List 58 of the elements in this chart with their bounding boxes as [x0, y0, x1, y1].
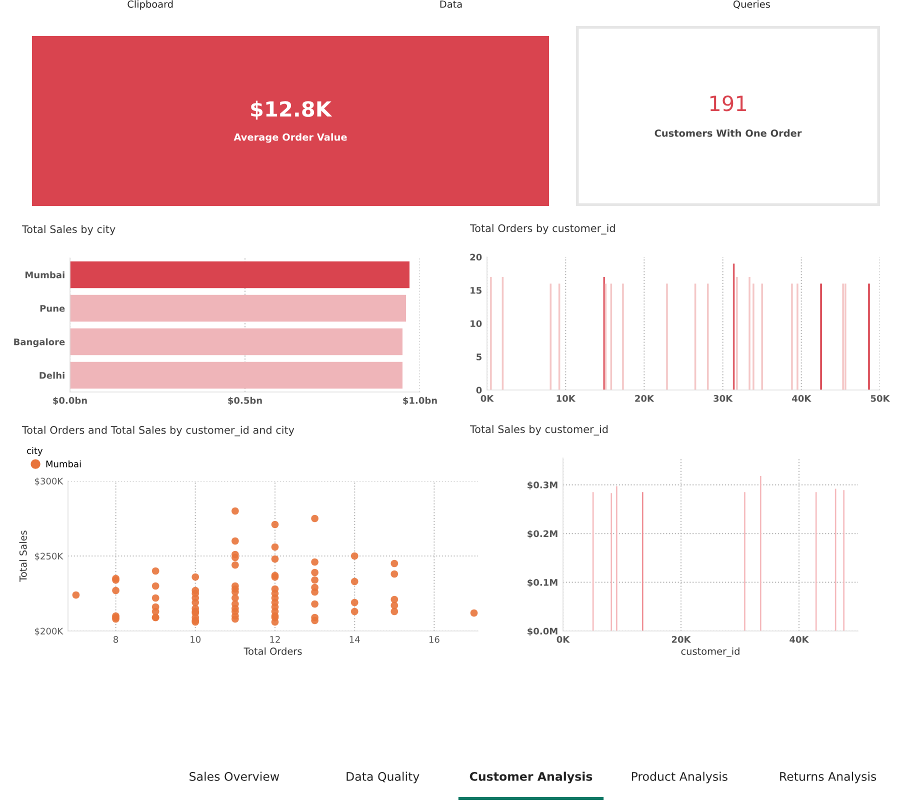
x-tick-label: 16: [429, 636, 440, 643]
x-tick-label: $0.0bn: [53, 396, 87, 406]
text: Clipboard: [128, 0, 173, 10]
y-tick-label: 15: [470, 287, 482, 294]
text: $12.8K: [251, 100, 332, 120]
y-tick-label: Pune: [40, 305, 65, 312]
x-tick-label: 20K: [672, 636, 692, 643]
y-tick-label: Mumbai: [26, 271, 64, 278]
text: Customer Analysis: [470, 772, 592, 784]
y-tick-label: $300K: [34, 478, 64, 486]
y-tick-label: $0.2M: [528, 530, 558, 538]
y-tick-label: $0.3M: [528, 481, 558, 490]
x-tick-label: 10: [190, 636, 201, 643]
text: Returns Analysis: [780, 772, 876, 784]
x-tick-label: 50K: [870, 395, 890, 402]
legend-label: Mumbai: [46, 460, 81, 468]
x-tick-label: 12: [270, 636, 280, 643]
text: Data Quality: [346, 772, 420, 784]
chart-title: Total Orders and Total Sales by customer_id and city: [22, 426, 294, 436]
y-axis-title: Total Sales: [19, 530, 27, 582]
y-tick-label: 0: [476, 386, 482, 394]
bar: [70, 362, 402, 389]
bar: [70, 261, 410, 288]
text: Sales Overview: [190, 772, 280, 781]
x-tick-label: 40K: [790, 636, 810, 643]
y-tick-label: Bangalore: [14, 338, 65, 348]
chart-title: Total Sales by city: [22, 225, 116, 236]
x-tick-label: 10K: [556, 395, 576, 402]
bar: [70, 294, 406, 322]
y-tick-label: $200K: [34, 628, 64, 636]
chart-title: Total Sales by customer_id: [470, 425, 608, 436]
text: Average Order Value: [234, 133, 347, 143]
legend-title: city: [27, 447, 43, 456]
x-tick-label: 40K: [792, 395, 812, 402]
y-tick-label: Delhi: [40, 372, 64, 379]
text: Product Analysis: [632, 772, 728, 784]
text: Data: [440, 0, 462, 8]
x-tick-label: 8: [114, 636, 118, 643]
x-tick-label: 0K: [480, 395, 494, 402]
x-axis-title: customer_id: [681, 647, 740, 658]
y-tick-label: 10: [470, 320, 482, 328]
x-tick-label: 20K: [635, 395, 654, 402]
y-tick-label: $250K: [34, 552, 64, 561]
x-tick-label: 14: [350, 636, 360, 643]
y-tick-label: 20: [470, 254, 482, 261]
chart-title: Total Orders by customer_id: [470, 224, 615, 234]
x-axis-title: Total Orders: [244, 647, 302, 655]
text: Queries: [733, 0, 770, 9]
text: 191: [710, 95, 746, 112]
text: Customers With One Order: [654, 129, 802, 137]
y-tick-label: $0.1M: [528, 578, 558, 588]
x-tick-label: 0K: [556, 636, 570, 643]
y-tick-label: 5: [476, 354, 482, 360]
x-tick-label: 30K: [714, 395, 733, 402]
bar: [70, 328, 402, 356]
y-tick-label: $0.0M: [528, 628, 558, 636]
x-tick-label: $0.5bn: [228, 396, 262, 406]
x-tick-label: $1.0bn: [403, 396, 437, 406]
